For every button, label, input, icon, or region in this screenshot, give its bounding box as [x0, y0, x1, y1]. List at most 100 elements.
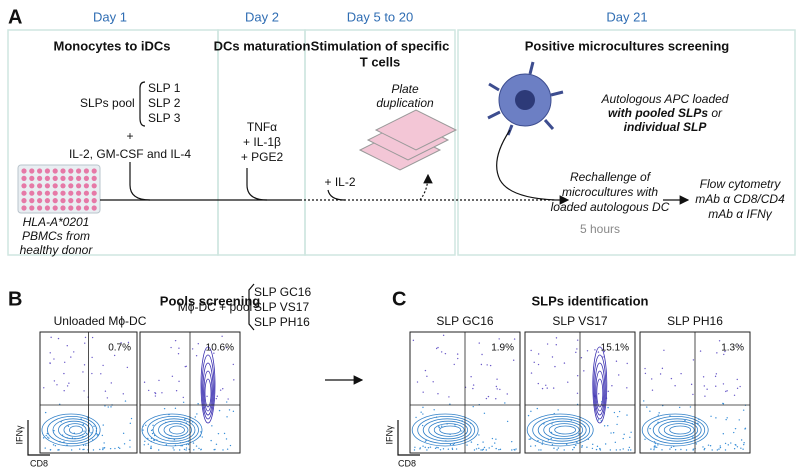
event [557, 409, 559, 411]
contour [652, 418, 702, 442]
event [422, 445, 424, 447]
well [44, 190, 51, 196]
event [173, 438, 176, 441]
event [496, 388, 498, 390]
event [201, 436, 203, 438]
event [442, 448, 445, 450]
event [178, 380, 180, 383]
event [689, 406, 692, 408]
event [609, 449, 612, 451]
event [680, 372, 682, 375]
event [494, 442, 496, 444]
event [178, 347, 180, 349]
event [553, 447, 555, 449]
event [719, 446, 722, 449]
well [91, 168, 97, 174]
event [66, 345, 68, 347]
event [536, 407, 539, 410]
event [82, 444, 85, 447]
well [83, 183, 89, 189]
axis-arrows [27, 420, 50, 456]
event [70, 356, 72, 358]
event [565, 443, 568, 445]
well [37, 198, 43, 204]
event [102, 448, 104, 451]
event [495, 385, 498, 388]
event [554, 365, 556, 368]
event [444, 352, 447, 355]
event [626, 387, 628, 389]
text: Mϕ-DC + pool [178, 300, 252, 314]
event [43, 387, 45, 389]
event [626, 414, 628, 416]
event [104, 390, 107, 392]
well [21, 198, 27, 204]
event [615, 449, 618, 451]
event [529, 438, 532, 440]
event [551, 356, 554, 358]
contour [147, 415, 199, 444]
event [53, 380, 56, 382]
contour [526, 413, 594, 447]
event [511, 449, 513, 451]
event [215, 397, 218, 400]
event [420, 411, 422, 413]
event [530, 410, 532, 413]
contour [439, 425, 462, 435]
event [226, 448, 229, 450]
timeline [100, 129, 690, 205]
event [744, 427, 747, 430]
event [499, 388, 501, 391]
contour [595, 370, 605, 412]
event [225, 347, 228, 349]
event [152, 439, 155, 441]
event [644, 372, 647, 375]
event [743, 443, 745, 446]
contour [58, 420, 91, 440]
event [576, 348, 578, 350]
event [581, 446, 583, 448]
event [534, 445, 537, 447]
event [216, 395, 218, 397]
event [576, 339, 579, 341]
event [150, 429, 153, 432]
event [177, 353, 180, 355]
event [607, 390, 609, 393]
text: with pooled SLPs [608, 106, 708, 120]
event [107, 406, 109, 408]
event [567, 381, 569, 383]
event [122, 393, 125, 395]
text: Rechallenge of [570, 170, 652, 184]
event [663, 349, 665, 352]
well [60, 205, 66, 211]
event [470, 375, 472, 378]
event [426, 375, 428, 378]
text: SLP GC16 [254, 285, 311, 299]
event [413, 449, 416, 451]
flow-plot [139, 331, 241, 454]
event [603, 350, 606, 353]
event [581, 445, 583, 447]
event [233, 379, 235, 381]
event [586, 350, 589, 352]
event [537, 440, 539, 442]
event [619, 449, 621, 451]
contour [554, 425, 577, 435]
event [537, 363, 540, 366]
event [478, 342, 480, 344]
well [76, 205, 82, 211]
contour [200, 346, 216, 424]
event [546, 343, 549, 345]
event [433, 409, 435, 411]
event [63, 390, 65, 392]
event [706, 388, 708, 390]
event [426, 449, 428, 451]
event [86, 417, 89, 419]
event [182, 401, 185, 403]
box-title: Stimulation of specific [311, 38, 450, 53]
event [580, 357, 583, 359]
event [83, 390, 85, 392]
event [449, 443, 452, 446]
event [654, 445, 656, 447]
